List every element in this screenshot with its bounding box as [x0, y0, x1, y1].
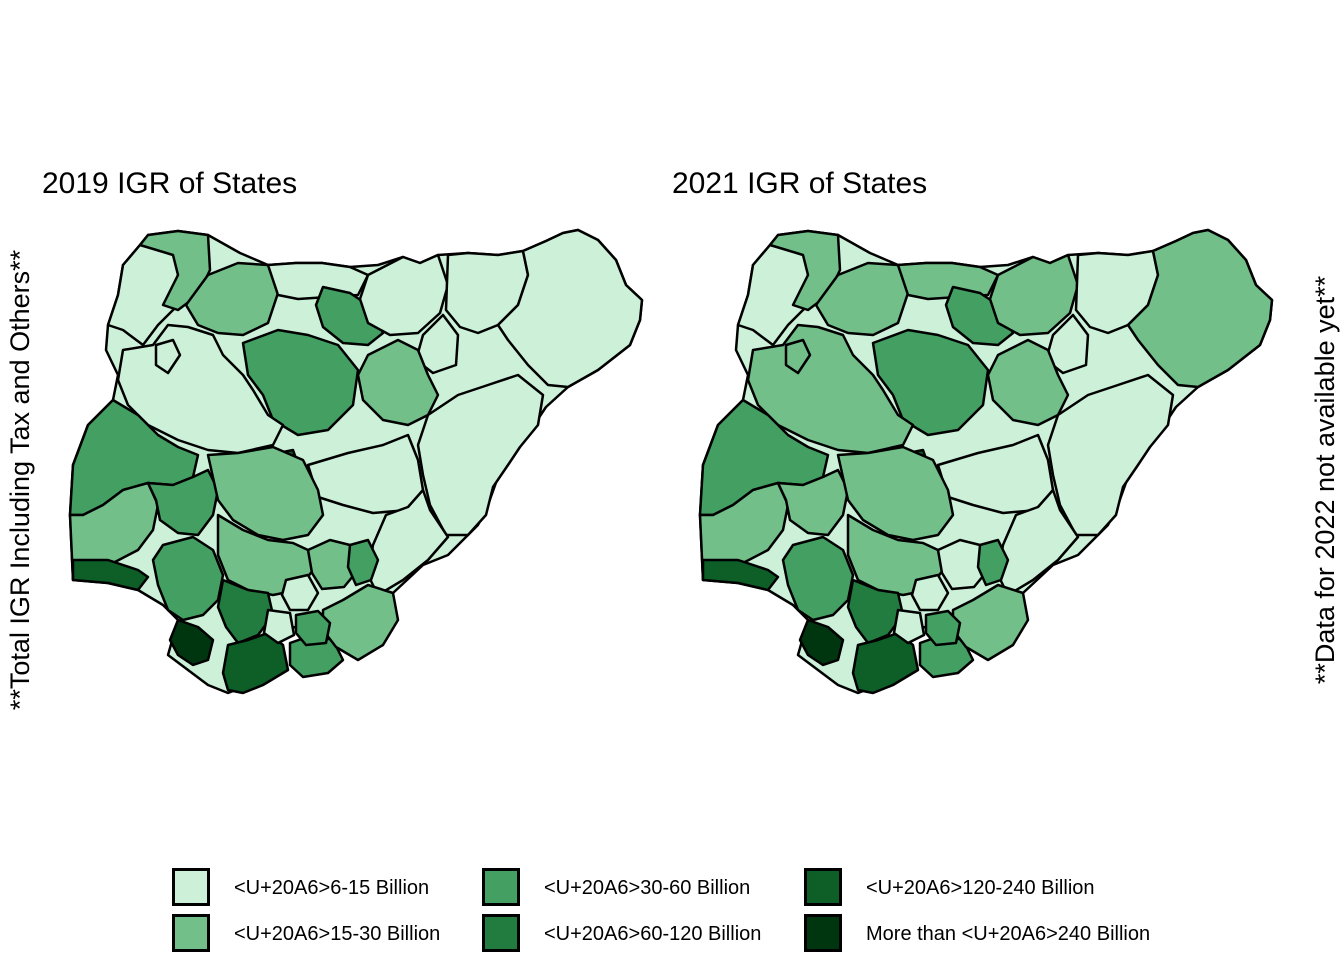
region-kaduna [241, 328, 360, 437]
legend-label-1: <U+20A6>6-15 Billion [234, 877, 430, 899]
region-bayelsa [798, 618, 845, 667]
region-niger-ring [154, 338, 182, 375]
legend-swatch-5 [804, 868, 842, 906]
legend-swatch-2 [172, 914, 210, 952]
region-kogi [206, 445, 325, 542]
region-zamfara [814, 261, 910, 337]
legend-label-6: More than <U+20A6>240 Billion [866, 923, 1151, 945]
region-taraba [416, 373, 545, 537]
region-kogi [836, 445, 955, 542]
region-abia [924, 609, 962, 647]
region-bayelsa [168, 618, 215, 667]
map-2021 [698, 228, 1274, 695]
left-axis-label: **Total IGR Including Tax and Others** [5, 249, 35, 711]
region-kano [314, 285, 385, 347]
region-edo [846, 578, 905, 645]
region-anambra [280, 573, 320, 612]
legend: <U+20A6>6-15 Billion <U+20A6>15-30 Billi… [172, 866, 1192, 956]
region-kaduna [871, 328, 990, 437]
region-anambra [910, 573, 950, 612]
region-kwara-west [776, 468, 850, 537]
region-rivers [221, 631, 290, 695]
legend-swatch-1 [172, 868, 210, 906]
region-borno [1126, 228, 1274, 389]
region-cross-river [951, 583, 1030, 662]
region-kwara-west [146, 468, 220, 537]
region-imo [262, 608, 296, 645]
region-enugu [306, 538, 360, 591]
map-title-2019: 2019 IGR of States [42, 167, 298, 200]
legend-label-3: <U+20A6>30-60 Billion [544, 877, 751, 899]
region-enugu [936, 538, 990, 591]
region-rivers [851, 631, 920, 695]
region-cross-river [321, 583, 400, 662]
region-kano [944, 285, 1015, 347]
region-bauchi [358, 253, 450, 337]
legend-label-5: <U+20A6>120-240 Billion [866, 877, 1095, 899]
region-delta [781, 535, 855, 622]
legend-label-2: <U+20A6>15-30 Billion [234, 923, 441, 945]
region-bauchi [988, 253, 1080, 337]
region-abia [294, 609, 332, 647]
legend-label-4: <U+20A6>60-120 Billion [544, 923, 762, 945]
legend-swatch-3 [482, 868, 520, 906]
region-lagos [71, 558, 150, 592]
map-2019 [68, 228, 644, 695]
region-ebonyi [346, 538, 380, 587]
legend-swatch-4 [482, 914, 520, 952]
region-zamfara [184, 261, 280, 337]
region-niger-ring [784, 338, 812, 375]
region-delta [151, 535, 225, 622]
region-ebonyi [976, 538, 1010, 587]
region-taraba [1046, 373, 1175, 537]
legend-swatch-6 [804, 914, 842, 952]
region-lagos [701, 558, 780, 592]
region-borno [496, 228, 644, 389]
region-imo [892, 608, 926, 645]
right-axis-label: **Data for 2022 not available yet** [1310, 275, 1340, 685]
map-title-2021: 2021 IGR of States [672, 167, 928, 200]
region-edo [216, 578, 275, 645]
region-katsina [896, 261, 1000, 301]
region-katsina [266, 261, 370, 301]
